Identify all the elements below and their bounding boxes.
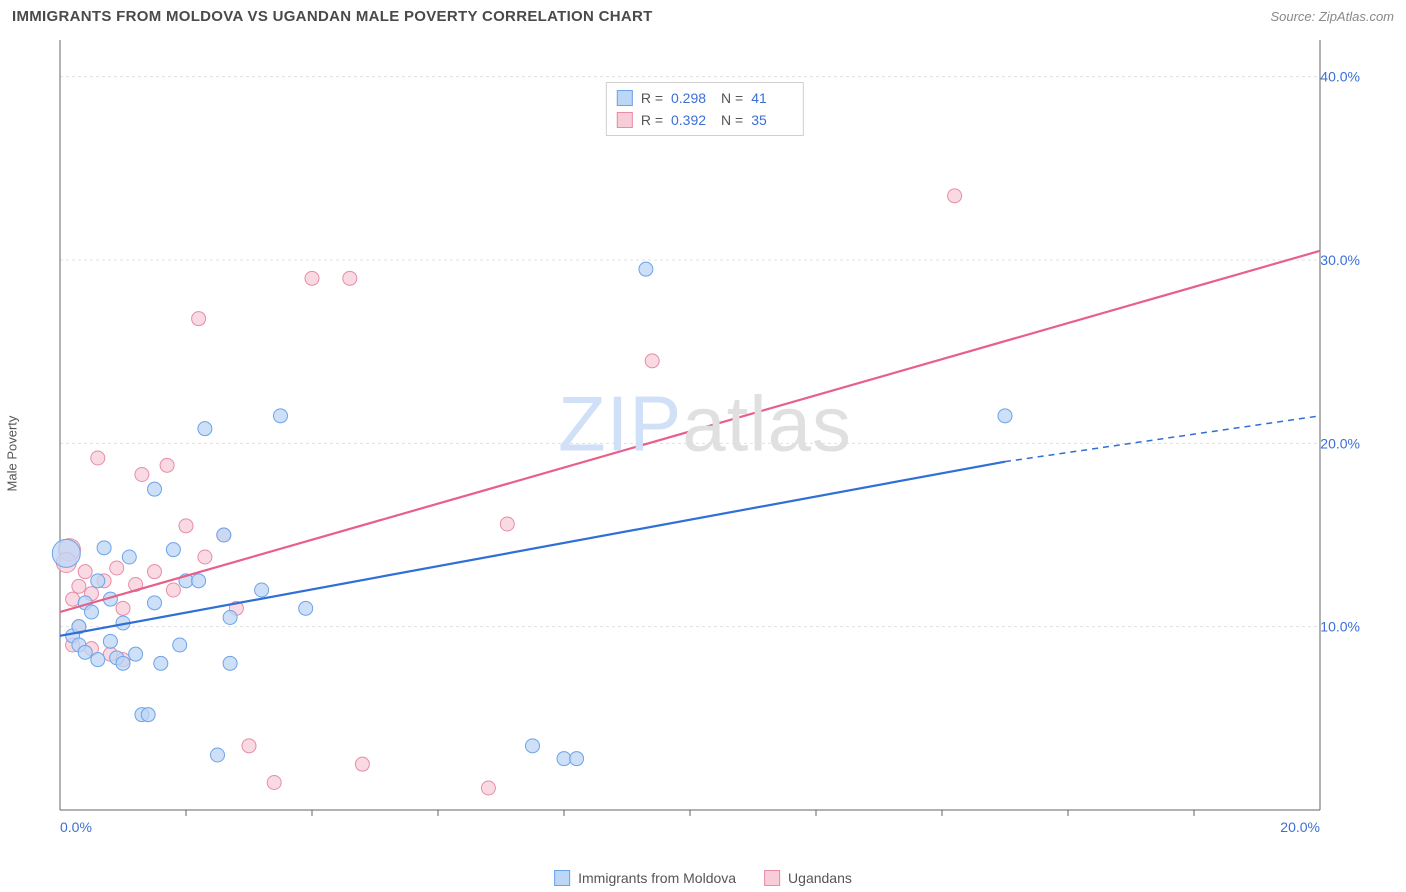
scatter-point-series2 — [192, 312, 206, 326]
n-value-series2: 35 — [751, 109, 793, 131]
chart-title: IMMIGRANTS FROM MOLDOVA VS UGANDAN MALE … — [12, 8, 653, 25]
bottom-legend: Immigrants from Moldova Ugandans — [554, 870, 852, 886]
r-label: R = — [641, 87, 663, 109]
scatter-point-series2 — [500, 517, 514, 531]
scatter-point-series2 — [148, 565, 162, 579]
scatter-point-series2 — [645, 354, 659, 368]
scatter-point-series1 — [91, 574, 105, 588]
y-tick-label: 30.0% — [1320, 252, 1360, 268]
y-tick-label: 40.0% — [1320, 69, 1360, 85]
scatter-point-series1 — [103, 634, 117, 648]
scatter-point-series1 — [122, 550, 136, 564]
trend-line-series2 — [60, 251, 1320, 612]
bottom-legend-swatch-2 — [764, 870, 780, 886]
scatter-point-series1 — [639, 262, 653, 276]
bottom-legend-label-1: Immigrants from Moldova — [578, 870, 736, 886]
n-value-series1: 41 — [751, 87, 793, 109]
scatter-point-series1 — [91, 653, 105, 667]
y-axis-label: Male Poverty — [5, 416, 20, 492]
scatter-point-series1 — [217, 528, 231, 542]
legend-stats-box: R = 0.298 N = 41 R = 0.392 N = 35 — [606, 82, 804, 136]
legend-swatch-series1 — [617, 90, 633, 106]
bottom-legend-item-1: Immigrants from Moldova — [554, 870, 736, 886]
scatter-point-series1 — [148, 596, 162, 610]
scatter-point-series1 — [526, 739, 540, 753]
source-label: Source: ZipAtlas.com — [1270, 9, 1394, 24]
bottom-legend-swatch-1 — [554, 870, 570, 886]
scatter-point-series2 — [267, 776, 281, 790]
scatter-point-series1 — [141, 708, 155, 722]
y-tick-label: 10.0% — [1320, 619, 1360, 635]
scatter-point-series2 — [91, 451, 105, 465]
scatter-point-series2 — [305, 271, 319, 285]
scatter-point-series2 — [948, 189, 962, 203]
scatter-point-series1 — [998, 409, 1012, 423]
scatter-point-series2 — [72, 579, 86, 593]
trend-line-series1-ext — [1005, 416, 1320, 462]
scatter-point-series2 — [110, 561, 124, 575]
scatter-point-series1 — [255, 583, 269, 597]
scatter-point-series1 — [198, 422, 212, 436]
legend-swatch-series2 — [617, 112, 633, 128]
scatter-point-series1 — [570, 752, 584, 766]
scatter-point-series2 — [481, 781, 495, 795]
trend-line-series1 — [60, 462, 1005, 636]
n-label: N = — [721, 87, 743, 109]
scatter-point-series1 — [223, 656, 237, 670]
scatter-point-series1 — [274, 409, 288, 423]
n-label: N = — [721, 109, 743, 131]
scatter-point-series1 — [52, 539, 80, 567]
x-tick-label: 20.0% — [1280, 819, 1320, 835]
scatter-point-series1 — [223, 611, 237, 625]
r-value-series1: 0.298 — [671, 87, 713, 109]
scatter-point-series2 — [179, 519, 193, 533]
bottom-legend-item-2: Ugandans — [764, 870, 852, 886]
r-value-series2: 0.392 — [671, 109, 713, 131]
scatter-point-series2 — [116, 601, 130, 615]
scatter-point-series1 — [97, 541, 111, 555]
scatter-point-series1 — [78, 645, 92, 659]
scatter-point-series1 — [211, 748, 225, 762]
scatter-point-series2 — [78, 565, 92, 579]
legend-stats-row-2: R = 0.392 N = 35 — [617, 109, 793, 131]
chart-container: ZIPatlas R = 0.298 N = 41 R = 0.392 N = … — [50, 40, 1360, 840]
scatter-point-series2 — [355, 757, 369, 771]
scatter-point-series2 — [160, 458, 174, 472]
r-label: R = — [641, 109, 663, 131]
bottom-legend-label-2: Ugandans — [788, 870, 852, 886]
scatter-point-series1 — [299, 601, 313, 615]
scatter-point-series1 — [129, 647, 143, 661]
chart-svg: 10.0% 20.0% 30.0% 40.0% 0.0% 20.0% — [50, 40, 1360, 840]
scatter-point-series2 — [343, 271, 357, 285]
scatter-point-series2 — [166, 583, 180, 597]
legend-stats-row-1: R = 0.298 N = 41 — [617, 87, 793, 109]
scatter-point-series1 — [154, 656, 168, 670]
scatter-point-series2 — [242, 739, 256, 753]
x-tick-label: 0.0% — [60, 819, 92, 835]
scatter-point-series1 — [85, 605, 99, 619]
scatter-point-series1 — [166, 543, 180, 557]
y-tick-label: 20.0% — [1320, 435, 1360, 451]
scatter-point-series2 — [135, 468, 149, 482]
scatter-point-series2 — [66, 592, 80, 606]
scatter-point-series1 — [148, 482, 162, 496]
scatter-point-series1 — [557, 752, 571, 766]
scatter-point-series1 — [116, 656, 130, 670]
scatter-point-series1 — [192, 574, 206, 588]
scatter-point-series2 — [198, 550, 212, 564]
scatter-point-series1 — [173, 638, 187, 652]
